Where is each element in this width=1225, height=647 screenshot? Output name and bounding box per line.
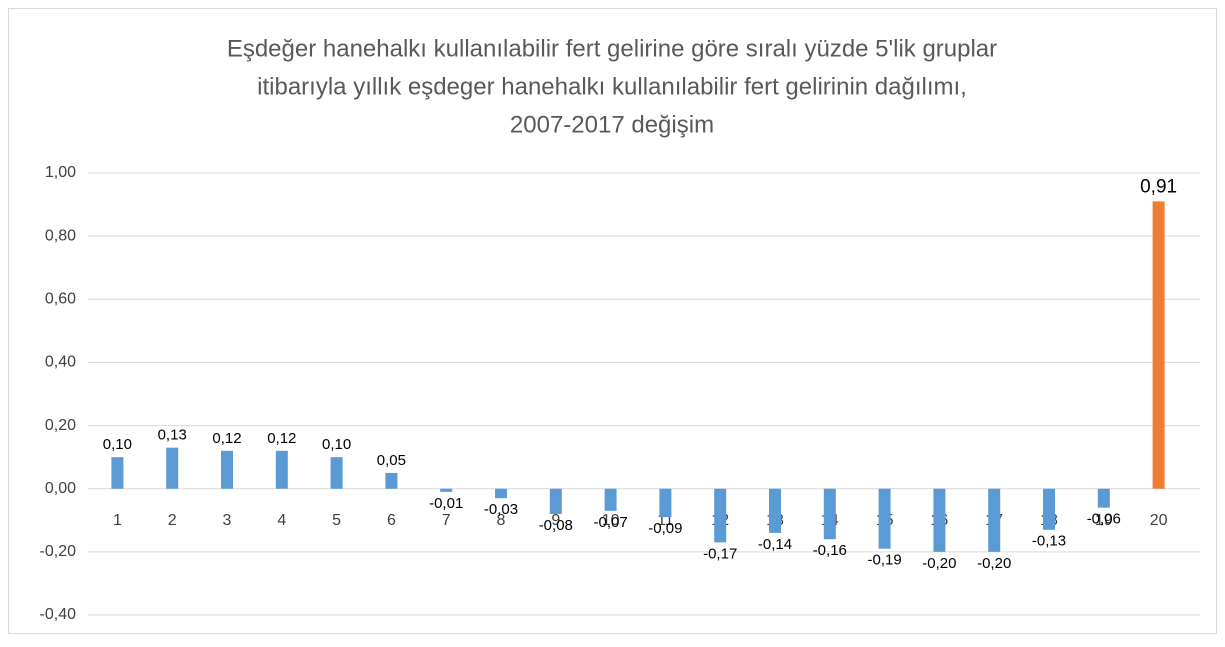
x-tick-label: 1 bbox=[113, 512, 122, 529]
bar bbox=[659, 488, 672, 518]
y-tick-label: 0,20 bbox=[45, 417, 76, 434]
x-tick-label: 7 bbox=[442, 512, 451, 529]
bar bbox=[1152, 201, 1165, 489]
y-tick-label: 0,80 bbox=[45, 227, 76, 244]
data-label: 0,10 bbox=[322, 436, 351, 453]
data-label: -0,08 bbox=[539, 517, 573, 534]
bar bbox=[111, 457, 124, 489]
bar bbox=[933, 488, 946, 552]
data-label: -0,20 bbox=[977, 555, 1011, 572]
bar bbox=[769, 488, 781, 533]
bar bbox=[988, 488, 1001, 552]
data-label: 0,12 bbox=[267, 430, 296, 447]
data-label: -0,16 bbox=[813, 542, 847, 559]
x-tick-label: 6 bbox=[387, 512, 396, 529]
bar bbox=[166, 447, 179, 489]
bar bbox=[549, 488, 562, 514]
bar bbox=[221, 450, 233, 489]
x-tick-label: 2 bbox=[168, 512, 177, 529]
bar bbox=[714, 488, 727, 543]
chart-border bbox=[8, 8, 1217, 634]
data-label: 0,05 bbox=[377, 452, 406, 469]
y-tick-label: 0,60 bbox=[45, 291, 76, 308]
data-label: -0,06 bbox=[1087, 511, 1121, 528]
data-label: -0,13 bbox=[1032, 533, 1066, 550]
bar bbox=[1097, 488, 1110, 508]
data-label: 0,13 bbox=[158, 427, 187, 444]
x-tick-label: 20 bbox=[1150, 512, 1168, 529]
bar bbox=[440, 488, 453, 492]
bar bbox=[385, 472, 398, 489]
y-tick-label: -0,20 bbox=[40, 543, 77, 560]
data-label: 0,91 bbox=[1140, 176, 1177, 197]
chart-title: Eşdeğer hanehalkı kullanılabilir fert ge… bbox=[227, 35, 997, 62]
y-tick-label: 0,40 bbox=[45, 354, 76, 371]
bar bbox=[330, 457, 343, 489]
x-tick-label: 9 bbox=[551, 512, 560, 529]
bar bbox=[275, 450, 288, 489]
bar bbox=[604, 488, 617, 511]
x-tick-label: 10 bbox=[602, 512, 620, 529]
data-label: -0,09 bbox=[648, 520, 682, 537]
bar bbox=[1043, 488, 1055, 530]
y-tick-label: 0,00 bbox=[45, 480, 76, 497]
chart-title: 2007-2017 değişim bbox=[510, 111, 714, 138]
data-label: -0,07 bbox=[593, 514, 627, 531]
data-label: -0,03 bbox=[484, 501, 518, 518]
bar bbox=[823, 488, 836, 540]
bar bbox=[878, 488, 891, 549]
y-tick-label: -0,40 bbox=[40, 606, 77, 623]
x-tick-label: 8 bbox=[497, 512, 506, 529]
x-tick-label: 5 bbox=[332, 512, 341, 529]
data-label: -0,20 bbox=[922, 555, 956, 572]
data-label: -0,01 bbox=[429, 495, 463, 512]
data-label: -0,19 bbox=[867, 552, 901, 569]
x-tick-label: 19 bbox=[1095, 512, 1113, 529]
bar bbox=[495, 488, 507, 499]
data-label: -0,14 bbox=[758, 536, 792, 553]
x-tick-label: 3 bbox=[223, 512, 232, 529]
data-label: -0,17 bbox=[703, 545, 737, 562]
y-tick-label: 1,00 bbox=[45, 164, 76, 181]
chart-title: itibarıyla yıllık eşdeger hanehalkı kull… bbox=[257, 73, 967, 100]
data-label: 0,10 bbox=[103, 436, 132, 453]
x-tick-label: 4 bbox=[277, 512, 286, 529]
data-label: 0,12 bbox=[212, 430, 241, 447]
